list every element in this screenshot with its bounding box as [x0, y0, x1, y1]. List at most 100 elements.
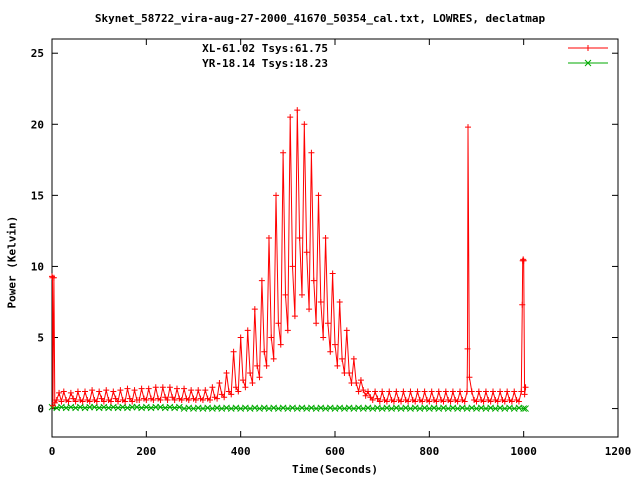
data-point — [350, 355, 357, 362]
data-point — [343, 327, 350, 334]
data-point — [192, 397, 199, 404]
data-point — [296, 235, 303, 241]
data-point — [466, 374, 473, 381]
data-point — [433, 398, 440, 405]
data-point — [143, 397, 150, 404]
data-point — [86, 398, 93, 405]
data-point — [289, 263, 296, 270]
data-point — [490, 388, 497, 395]
legend-marker — [585, 45, 591, 51]
data-point — [334, 362, 341, 369]
data-point — [216, 379, 223, 386]
data-point — [230, 348, 237, 355]
series-line — [51, 110, 527, 406]
data-point — [178, 397, 185, 404]
data-point — [393, 388, 400, 395]
y-tick-label: 0 — [37, 403, 44, 416]
data-point — [461, 398, 468, 405]
data-point — [72, 398, 79, 405]
data-point — [421, 388, 428, 395]
data-point — [131, 387, 138, 394]
data-point — [322, 235, 329, 241]
data-point — [303, 249, 310, 256]
data-point — [223, 370, 230, 377]
data-point — [428, 388, 435, 395]
data-point — [291, 313, 298, 320]
y-axis-label: Power (Kelvin) — [5, 215, 19, 309]
data-point — [317, 298, 324, 305]
data-point — [237, 334, 244, 341]
data-point — [287, 114, 294, 121]
data-point — [117, 387, 124, 394]
data-point — [520, 405, 528, 412]
data-point — [235, 388, 242, 395]
legend-marker — [584, 59, 592, 67]
data-point — [159, 384, 166, 391]
data-point — [494, 398, 501, 405]
plot-frame — [51, 38, 619, 438]
data-point — [209, 384, 216, 391]
data-point — [65, 398, 72, 405]
data-point — [79, 398, 86, 405]
data-point — [258, 277, 265, 284]
data-point — [150, 397, 157, 404]
data-point — [522, 405, 529, 412]
data-point — [464, 345, 471, 352]
data-point — [122, 398, 129, 405]
data-point — [207, 397, 214, 404]
data-point — [518, 388, 525, 395]
data-point — [171, 397, 178, 404]
data-point — [407, 388, 414, 395]
data-point — [473, 398, 480, 405]
data-point — [58, 398, 65, 405]
data-point — [298, 291, 305, 298]
data-point — [449, 388, 456, 395]
data-point — [254, 362, 261, 369]
y-tick-label: 25 — [31, 47, 44, 60]
data-point — [240, 377, 247, 384]
data-point — [475, 388, 482, 395]
data-point — [419, 398, 426, 405]
series-layer — [48, 107, 529, 412]
data-point — [376, 398, 383, 405]
data-point — [103, 387, 110, 394]
data-point — [519, 301, 526, 308]
data-point — [96, 388, 103, 395]
data-point — [400, 388, 407, 395]
series-yr — [48, 403, 529, 412]
data-point — [181, 385, 188, 392]
data-point — [261, 348, 268, 355]
data-point — [369, 397, 376, 404]
data-point — [175, 403, 183, 411]
data-point — [487, 398, 494, 405]
data-point — [522, 384, 529, 391]
data-point — [86, 403, 94, 411]
data-point — [202, 387, 209, 394]
data-point — [268, 334, 275, 341]
data-point — [508, 398, 515, 405]
data-point — [50, 274, 57, 281]
data-point — [152, 384, 159, 391]
data-point — [504, 388, 511, 395]
data-point — [242, 384, 249, 391]
data-point — [256, 374, 263, 381]
data-point — [339, 355, 346, 362]
data-point — [501, 398, 508, 405]
data-point — [247, 370, 254, 377]
x-tick-label: 1000 — [510, 445, 537, 458]
data-point — [138, 385, 145, 392]
data-point — [386, 388, 393, 395]
data-point — [398, 398, 405, 405]
data-point — [273, 192, 280, 199]
data-point — [332, 341, 338, 348]
data-point — [232, 384, 239, 391]
data-point — [357, 377, 364, 384]
data-point — [277, 341, 284, 348]
x-tick-label: 400 — [231, 445, 251, 458]
data-point — [511, 388, 518, 395]
data-point — [383, 398, 390, 405]
legend-label-yr: YR-18.14 Tsys:18.23 — [202, 57, 328, 70]
data-point — [447, 398, 454, 405]
data-point — [412, 398, 419, 405]
